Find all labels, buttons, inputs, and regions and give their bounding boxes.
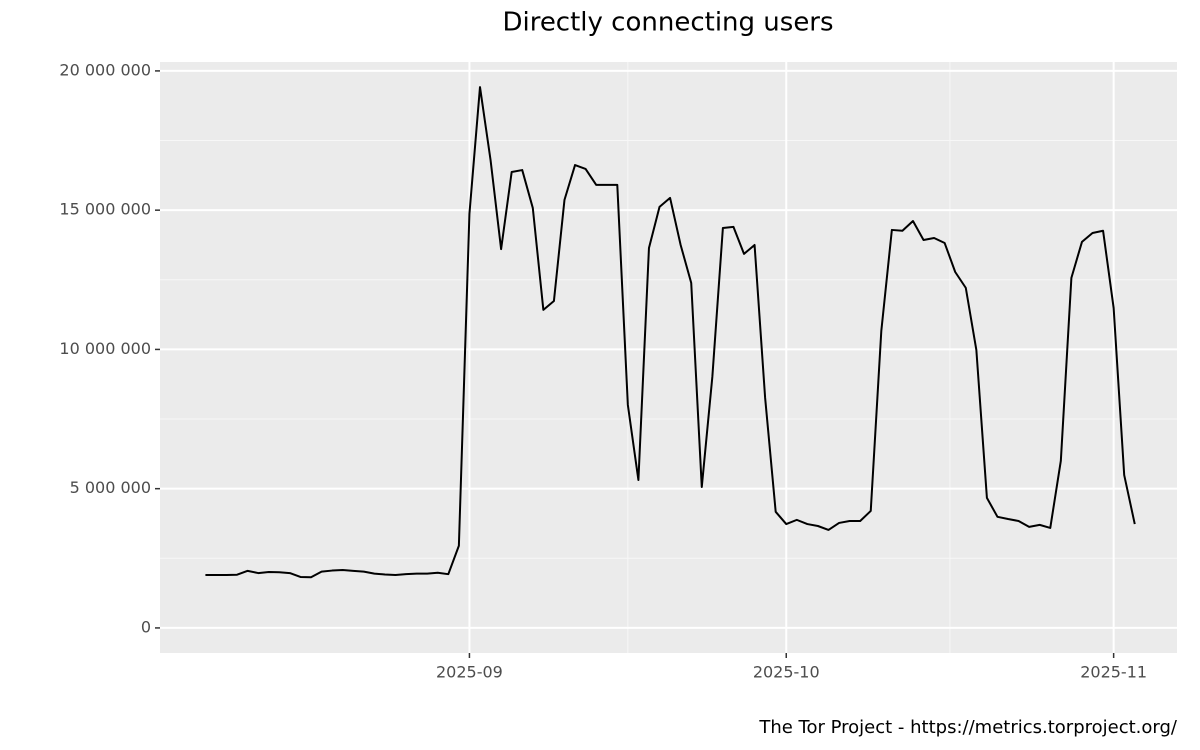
caption: The Tor Project - https://metrics.torpro… xyxy=(758,717,1178,738)
y-tick-label: 0 xyxy=(141,617,151,636)
y-tick-label: 5 000 000 xyxy=(70,478,151,497)
panel xyxy=(160,62,1177,653)
x-tick-label: 2025-09 xyxy=(436,663,503,682)
x-tick-label: 2025-10 xyxy=(753,663,820,682)
x-tick-label: 2025-11 xyxy=(1080,663,1147,682)
chart-title: Directly connecting users xyxy=(502,8,833,38)
y-tick-label: 15 000 000 xyxy=(59,200,151,219)
y-tick-label: 20 000 000 xyxy=(59,60,151,79)
y-tick-label: 10 000 000 xyxy=(59,339,151,358)
data-line xyxy=(205,86,1136,579)
